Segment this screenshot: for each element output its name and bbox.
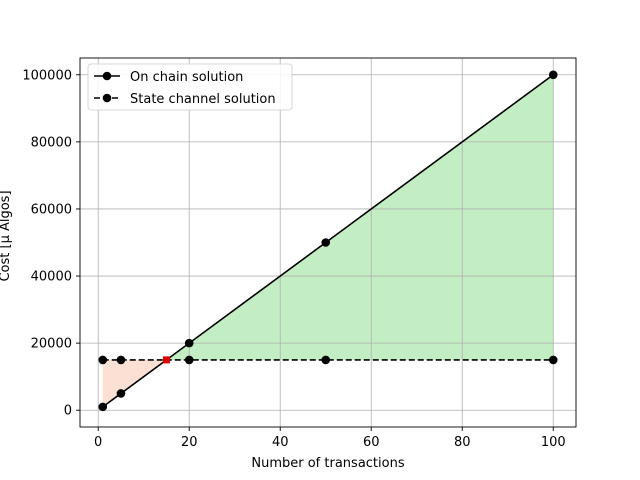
legend: On chain solution State channel solution — [87, 63, 293, 111]
data-point-state-channel — [184, 355, 194, 365]
y-tick-label: 20000 — [31, 337, 72, 352]
y-axis-label: Cost [µ Algos] — [0, 190, 13, 281]
y-tick-label: 40000 — [31, 270, 72, 285]
data-point-on-chain — [321, 238, 331, 247]
data-point-on-chain — [184, 338, 194, 348]
y-tick-label: 0 — [64, 404, 72, 419]
legend-marker-on-chain — [102, 71, 112, 81]
data-point-on-chain — [548, 70, 558, 80]
legend-label-on-chain: On chain solution — [130, 70, 243, 85]
y-tick-label: 60000 — [31, 202, 72, 217]
y-tick-label: 100000 — [22, 68, 72, 83]
legend-box — [87, 63, 293, 111]
plot-frame — [79, 57, 577, 428]
x-tick-label: 60 — [363, 435, 380, 450]
legend-label-state-channel: State channel solution — [130, 92, 276, 107]
x-axis-label: Number of transactions — [251, 456, 404, 471]
x-tick-label: 0 — [94, 435, 102, 450]
data-point-state-channel — [116, 355, 126, 365]
x-tick-label: 100 — [541, 435, 566, 450]
data-point-state-channel — [321, 355, 331, 365]
x-tick-label: 40 — [272, 435, 289, 450]
data-point-on-chain — [116, 389, 126, 398]
intersection-marker — [162, 356, 170, 364]
x-tick-label: 80 — [454, 435, 471, 450]
data-point-on-chain — [98, 402, 108, 412]
data-point-state-channel — [548, 355, 558, 365]
y-tick-label: 80000 — [31, 135, 72, 150]
data-point-state-channel — [98, 355, 108, 365]
x-tick-label: 20 — [181, 435, 198, 450]
legend-marker-state-channel — [102, 93, 112, 103]
